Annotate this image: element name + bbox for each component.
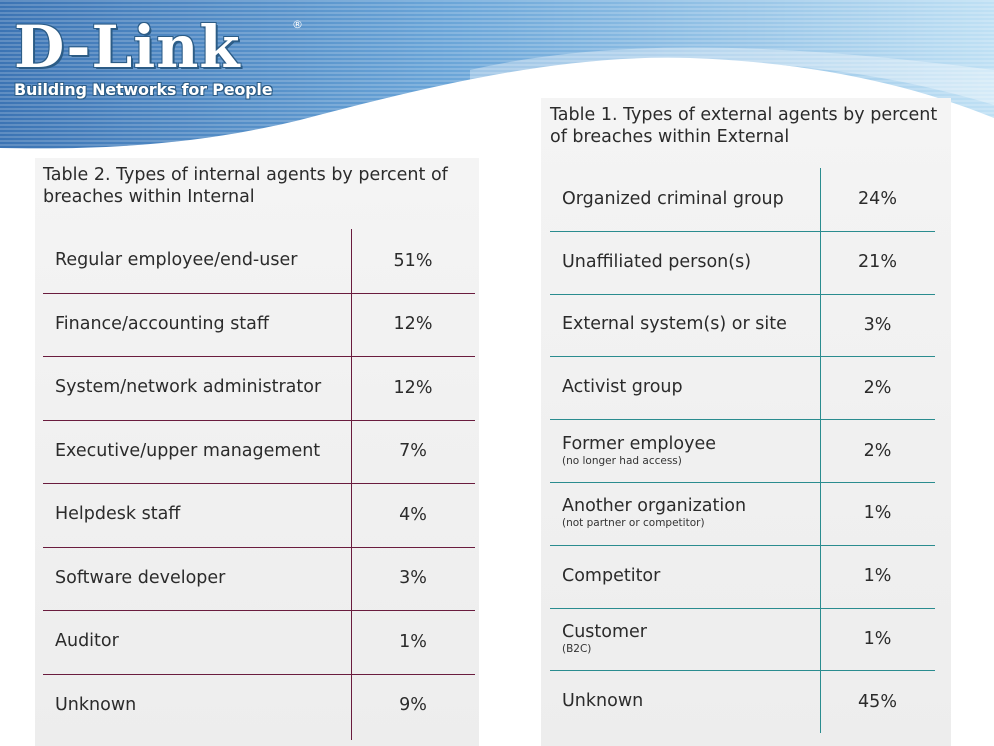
- registered-mark: ®: [292, 18, 303, 31]
- column-divider: [820, 168, 821, 733]
- agent-type-label: Unknown: [562, 691, 644, 712]
- logo-wordmark: D-Link: [14, 13, 241, 81]
- row-label-cell: Software developer: [55, 547, 225, 611]
- agent-type-label: Regular employee/end-user: [55, 250, 298, 271]
- table-row: Customer (B2C) 1%: [550, 608, 935, 671]
- percent-value: 7%: [399, 441, 427, 462]
- agent-type-label: Executive/upper management: [55, 440, 321, 461]
- table-row: Activist group 2%: [550, 356, 935, 419]
- row-divider: [550, 293, 935, 295]
- agent-type-label: Former employee: [562, 433, 716, 454]
- agent-type-note: (no longer had access): [562, 454, 682, 467]
- row-divider: [550, 670, 935, 672]
- row-divider: [550, 356, 935, 358]
- row-label-cell: Unaffiliated person(s): [562, 231, 751, 294]
- row-label-cell: Another organization (not partner or comp…: [562, 482, 746, 545]
- table-row: Organized criminal group 24%: [550, 168, 935, 231]
- row-divider: [550, 419, 935, 421]
- row-divider: [43, 356, 475, 357]
- table-row: Auditor 1%: [43, 610, 475, 674]
- row-label-cell: Unknown: [55, 674, 136, 738]
- percent-value: 1%: [399, 631, 427, 652]
- table-row: Regular employee/end-user 51%: [43, 229, 475, 293]
- row-label-cell: Competitor: [562, 545, 660, 608]
- row-label-cell: Activist group: [562, 356, 683, 419]
- table-row: Finance/accounting staff 12%: [43, 293, 475, 357]
- agent-type-label: Organized criminal group: [562, 188, 784, 209]
- percent-value: 3%: [399, 568, 427, 589]
- row-divider: [550, 607, 935, 609]
- row-divider: [43, 673, 475, 675]
- row-label-cell: Finance/accounting staff: [55, 293, 269, 357]
- percent-value: 1%: [863, 628, 892, 649]
- row-divider: [43, 483, 475, 484]
- row-label-cell: Organized criminal group: [562, 168, 784, 231]
- table-row: Executive/upper management 7%: [43, 420, 475, 484]
- table-row: Former employee (no longer had access) 2%: [550, 419, 935, 482]
- row-divider: [43, 546, 475, 548]
- table-row: External system(s) or site 3%: [550, 294, 935, 357]
- row-divider: [550, 482, 935, 483]
- row-divider: [43, 419, 475, 421]
- row-label-cell: Helpdesk staff: [55, 483, 180, 547]
- percent-value: 3%: [863, 314, 892, 335]
- agent-type-note: (not partner or competitor): [562, 517, 705, 530]
- external-table-title: Table 1. Types of external agents by per…: [550, 105, 938, 147]
- percent-value: 2%: [863, 377, 892, 398]
- logo-tagline: Building Networks for People: [14, 80, 273, 99]
- agent-type-label: External system(s) or site: [562, 314, 787, 335]
- table-row: Another organization (not partner or comp…: [550, 482, 935, 545]
- table-row: Competitor 1%: [550, 545, 935, 608]
- percent-value: 12%: [393, 314, 433, 335]
- header-wave-background: [0, 0, 994, 149]
- agent-type-note: (B2C): [562, 642, 592, 655]
- agent-type-label: Unaffiliated person(s): [562, 251, 752, 272]
- agent-type-label: Competitor: [562, 565, 661, 586]
- row-divider: [550, 230, 935, 232]
- percent-value: 2%: [863, 440, 892, 461]
- table-row: Helpdesk staff 4%: [43, 483, 475, 547]
- agent-type-label: Activist group: [562, 377, 683, 398]
- internal-agents-panel: Table 2. Types of internal agents by per…: [35, 158, 479, 746]
- percent-value: 12%: [393, 377, 433, 398]
- external-agents-panel: Table 1. Types of external agents by per…: [541, 98, 951, 746]
- dlink-logo: D-Link ® Building Networks for People: [14, 16, 304, 99]
- row-label-cell: System/network administrator: [55, 356, 321, 420]
- table-row: Unknown 45%: [550, 670, 935, 733]
- row-label-cell: Auditor: [55, 610, 119, 674]
- table-row: Software developer 3%: [43, 547, 475, 611]
- row-divider: [550, 544, 935, 546]
- row-label-cell: Executive/upper management: [55, 420, 320, 484]
- agent-type-label: Auditor: [55, 631, 119, 652]
- agent-type-label: Customer: [562, 621, 648, 642]
- internal-table-title: Table 2. Types of internal agents by per…: [43, 165, 448, 207]
- percent-value: 24%: [858, 189, 897, 210]
- agent-type-label: Software developer: [55, 567, 226, 588]
- percent-value: 1%: [863, 566, 892, 587]
- percent-value: 51%: [393, 250, 433, 271]
- table-row: System/network administrator 12%: [43, 356, 475, 420]
- row-label-cell: Former employee (no longer had access): [562, 419, 716, 482]
- percent-value: 21%: [858, 252, 897, 273]
- row-label-cell: Customer (B2C): [562, 608, 647, 671]
- percent-value: 9%: [399, 695, 427, 716]
- row-divider: [43, 610, 475, 611]
- percent-value: 45%: [858, 691, 897, 712]
- row-label-cell: Unknown: [562, 670, 643, 733]
- table-row: Unaffiliated person(s) 21%: [550, 231, 935, 294]
- percent-value: 1%: [863, 503, 892, 524]
- table-row: Unknown 9%: [43, 674, 475, 738]
- column-divider: [351, 229, 352, 740]
- agent-type-label: Unknown: [55, 694, 137, 715]
- row-label-cell: Regular employee/end-user: [55, 229, 297, 293]
- percent-value: 4%: [399, 504, 427, 525]
- agent-type-label: Helpdesk staff: [55, 504, 181, 525]
- agent-type-label: System/network administrator: [55, 377, 322, 398]
- row-label-cell: External system(s) or site: [562, 294, 787, 357]
- agent-type-label: Finance/accounting staff: [55, 313, 269, 334]
- row-divider: [43, 292, 475, 294]
- agent-type-label: Another organization: [562, 496, 747, 517]
